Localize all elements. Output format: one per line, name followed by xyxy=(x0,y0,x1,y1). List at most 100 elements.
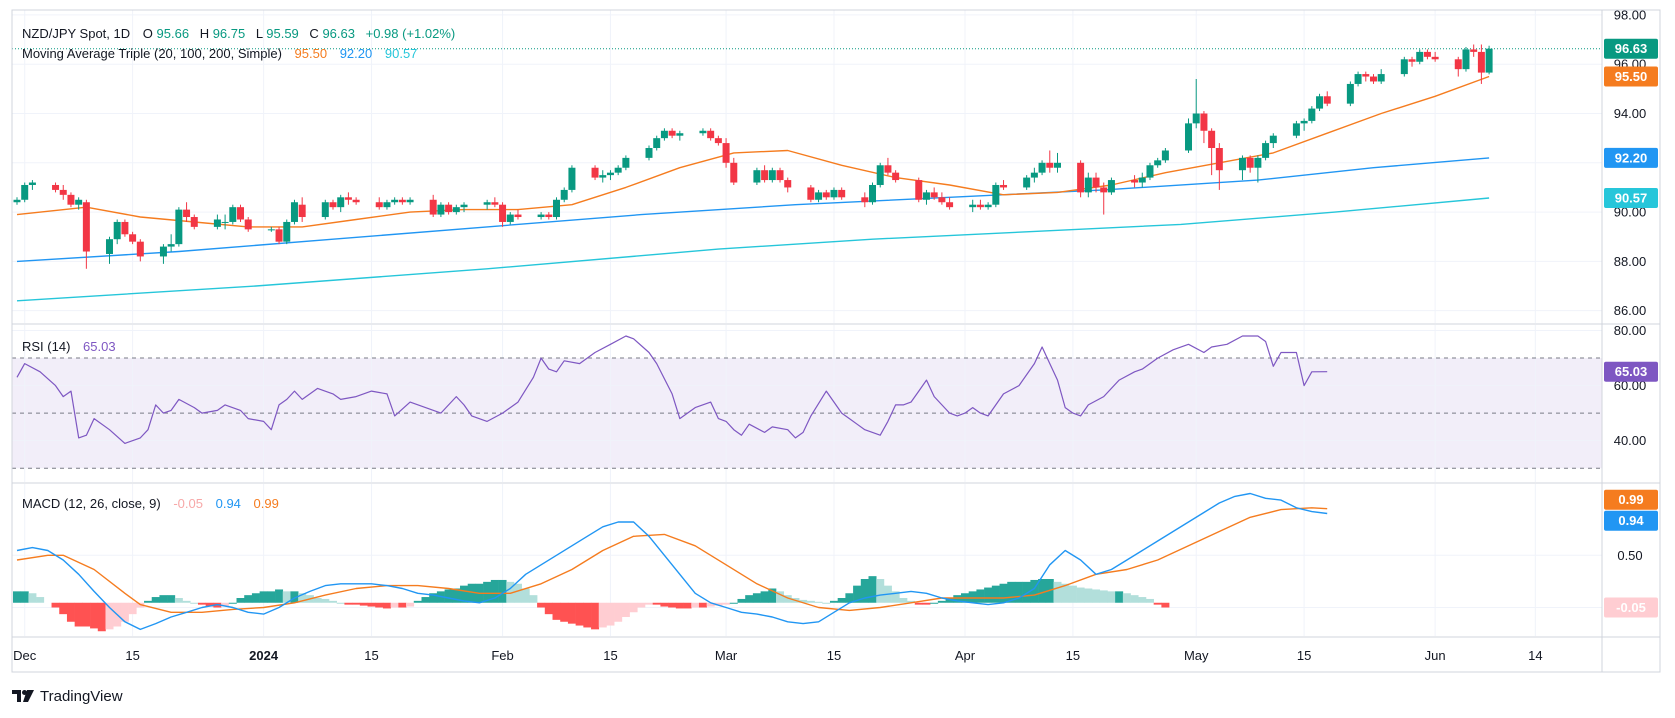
macd-histogram-bar xyxy=(914,602,923,605)
candle-up xyxy=(1254,155,1262,183)
candle-body xyxy=(1416,51,1424,62)
macd-histogram-bar xyxy=(167,595,176,603)
macd-histogram-bar xyxy=(1084,588,1093,603)
svg-text:NZD/JPY Spot, 1D O: NZD/JPY Spot, 1D O 95.66 H 96.75 L 95.59… xyxy=(22,26,455,41)
candle-down xyxy=(1362,71,1370,82)
candle-up xyxy=(645,145,653,161)
candle-body xyxy=(545,214,553,218)
candle-body xyxy=(129,234,137,242)
candle-body xyxy=(1269,135,1277,144)
candle-body xyxy=(1477,51,1485,73)
macd-histogram-bar xyxy=(352,602,361,605)
candle-up xyxy=(1084,172,1092,198)
svg-text:Moving Average Triple (20, 100: Moving Average Triple (20, 100, 200, Sim… xyxy=(22,46,417,61)
candle-body xyxy=(653,138,661,149)
macd-histogram-bar xyxy=(745,595,754,603)
candle-body xyxy=(21,184,29,200)
time-tick-label: 15 xyxy=(125,648,139,663)
candle-body xyxy=(768,170,776,181)
macd-histogram-bar xyxy=(1014,581,1023,603)
candle-body xyxy=(1107,180,1115,193)
candle-up xyxy=(213,214,221,230)
candle-body xyxy=(660,130,668,139)
candle-down xyxy=(429,194,437,218)
candle-body xyxy=(1092,177,1100,188)
candle-down xyxy=(1208,128,1216,176)
candle-up xyxy=(221,214,229,230)
candle-up xyxy=(992,182,1000,208)
macd-histogram-bar xyxy=(282,591,291,603)
candle-down xyxy=(52,182,60,193)
candle-up xyxy=(537,212,545,220)
candle-down xyxy=(976,199,984,210)
macd-histogram-bar xyxy=(506,581,515,603)
candle-down xyxy=(930,187,938,200)
macd-histogram-bar xyxy=(999,583,1008,603)
macd-histogram-bar xyxy=(853,585,862,603)
macd-signal-line xyxy=(16,507,1328,613)
ma100-line xyxy=(16,157,1490,263)
macd-signal-legend-value: 0.99 xyxy=(254,496,279,511)
candle-down xyxy=(121,219,129,237)
candle-down xyxy=(1092,172,1100,193)
macd-histogram-bar xyxy=(290,591,299,603)
macd-histogram-bar xyxy=(729,602,738,604)
candle-body xyxy=(1423,51,1431,57)
macd-histogram-bar xyxy=(560,602,569,622)
macd-histogram-bar xyxy=(598,602,607,628)
candle-down xyxy=(1323,91,1331,107)
candle-down xyxy=(807,184,815,203)
macd-histogram-bar xyxy=(1145,598,1154,603)
macd-histogram-bar xyxy=(583,602,592,628)
macd-histogram-bar xyxy=(28,593,37,603)
candle-down xyxy=(545,212,553,220)
candle-up xyxy=(653,135,661,151)
candle-down xyxy=(1408,56,1416,67)
price-tick-label: 88.00 xyxy=(1614,254,1647,269)
macd-histogram-bar xyxy=(837,598,846,603)
macd-histogram-bar xyxy=(1007,581,1016,603)
rsi-grid xyxy=(12,325,1602,482)
candle-body xyxy=(668,130,676,136)
candle-body xyxy=(175,209,183,245)
macd-histogram-bar xyxy=(1130,595,1139,603)
rsi-path xyxy=(16,335,1328,444)
candle-body xyxy=(815,192,823,200)
macd-histogram-bar xyxy=(783,595,792,603)
candle-up xyxy=(1377,69,1385,84)
candle-down xyxy=(445,202,453,215)
candle-up xyxy=(321,199,329,220)
candle-up xyxy=(1107,177,1115,195)
macd-histogram-bar xyxy=(359,602,368,606)
candle-body xyxy=(1038,162,1046,173)
candle-up xyxy=(768,167,776,183)
macd-histogram-bar xyxy=(652,602,661,605)
candle-up xyxy=(113,219,121,245)
candle-body xyxy=(1431,56,1439,60)
candle-body xyxy=(491,202,499,205)
candle-body xyxy=(707,130,715,139)
candle-body xyxy=(938,197,946,203)
candle-down xyxy=(1100,182,1108,215)
macd-histogram-bar xyxy=(945,598,954,603)
candle-body xyxy=(1046,162,1054,168)
macd-histogram-bar xyxy=(968,591,977,603)
candle-body xyxy=(383,202,391,208)
macd-histogram-bar xyxy=(814,601,823,603)
candle-body xyxy=(753,170,761,183)
macd-histogram-bar xyxy=(13,591,21,603)
svg-text:-0.05: -0.05 xyxy=(1616,600,1646,615)
macd-panel: 0.50 -0.05 MACD (12, 26, close, 9) -0.05 … xyxy=(12,484,1658,636)
candle-body xyxy=(1408,59,1416,62)
candle-up xyxy=(1053,152,1061,173)
candle-body xyxy=(337,197,345,208)
candle-body xyxy=(1377,74,1385,82)
candle-down xyxy=(1454,56,1462,77)
candle-body xyxy=(1030,172,1038,178)
candle-up xyxy=(406,197,414,205)
candle-body xyxy=(406,199,414,203)
macd-histogram-bar xyxy=(991,585,1000,603)
candle-up xyxy=(969,199,977,213)
macd-histogram-bar xyxy=(907,600,916,603)
macd-histogram-bar xyxy=(1161,602,1170,608)
